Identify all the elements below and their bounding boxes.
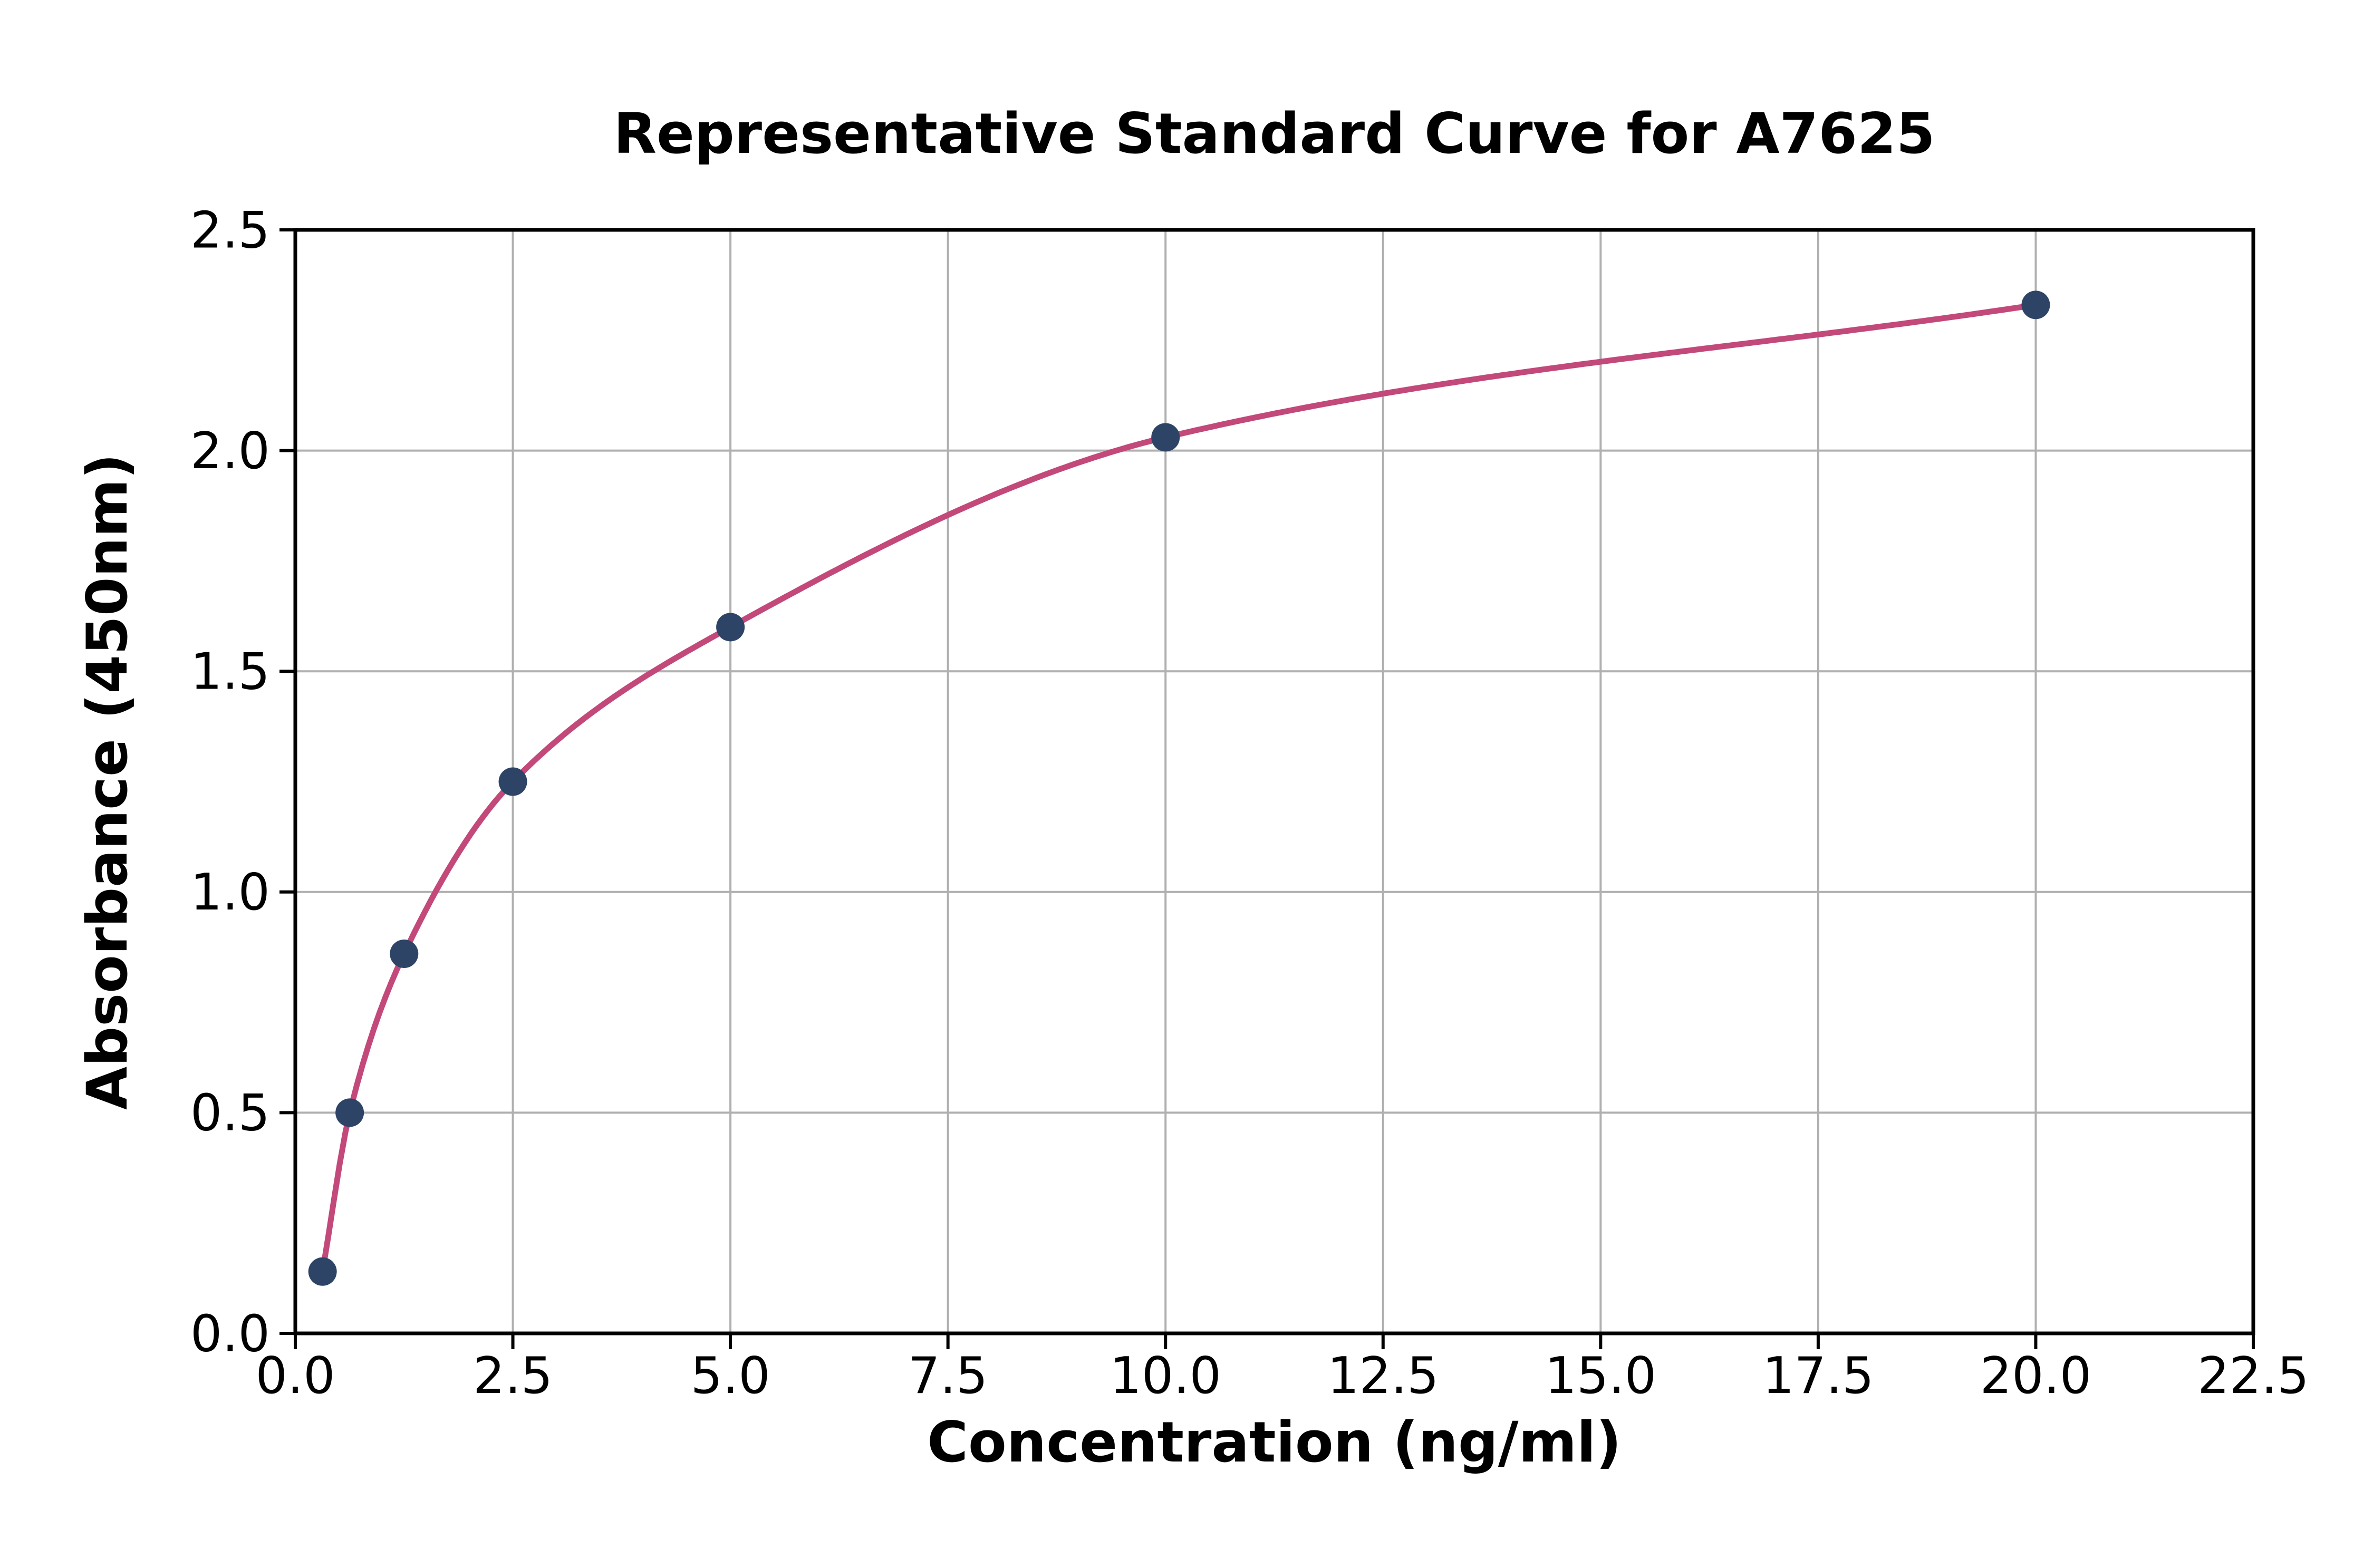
y-tick-label: 1.0 bbox=[190, 864, 270, 922]
x-tick-label: 0.0 bbox=[255, 1347, 335, 1405]
x-tick-label: 7.5 bbox=[908, 1347, 988, 1405]
plot-border bbox=[293, 228, 2255, 1335]
y-axis-label: Absorbance (450nm) bbox=[75, 453, 140, 1110]
x-axis-label: Concentration (ng/ml) bbox=[927, 1410, 1622, 1475]
data-point bbox=[335, 1098, 364, 1127]
y-tick-label: 1.5 bbox=[190, 643, 270, 701]
data-point bbox=[1151, 423, 1180, 452]
x-tick-label: 15.0 bbox=[1545, 1347, 1657, 1405]
data-point bbox=[498, 767, 527, 796]
data-point bbox=[2021, 291, 2050, 320]
chart-title: Representative Standard Curve for A7625 bbox=[613, 101, 1935, 166]
x-tick-label: 22.5 bbox=[2197, 1347, 2309, 1405]
data-point bbox=[308, 1257, 337, 1286]
y-tick-label: 0.5 bbox=[190, 1085, 270, 1143]
data-point bbox=[716, 613, 745, 642]
plot-area bbox=[295, 230, 2253, 1333]
x-tick-label: 12.5 bbox=[1327, 1347, 1439, 1405]
y-tick-label: 0.0 bbox=[190, 1305, 270, 1363]
y-tick-label: 2.0 bbox=[190, 422, 270, 480]
x-tick-label: 2.5 bbox=[473, 1347, 553, 1405]
x-tick-label: 10.0 bbox=[1110, 1347, 1221, 1405]
x-tick-label: 5.0 bbox=[691, 1347, 770, 1405]
x-tick-label: 17.5 bbox=[1762, 1347, 1874, 1405]
data-point bbox=[390, 940, 419, 969]
x-tick-label: 20.0 bbox=[1980, 1347, 2092, 1405]
y-tick-label: 2.5 bbox=[190, 201, 270, 259]
